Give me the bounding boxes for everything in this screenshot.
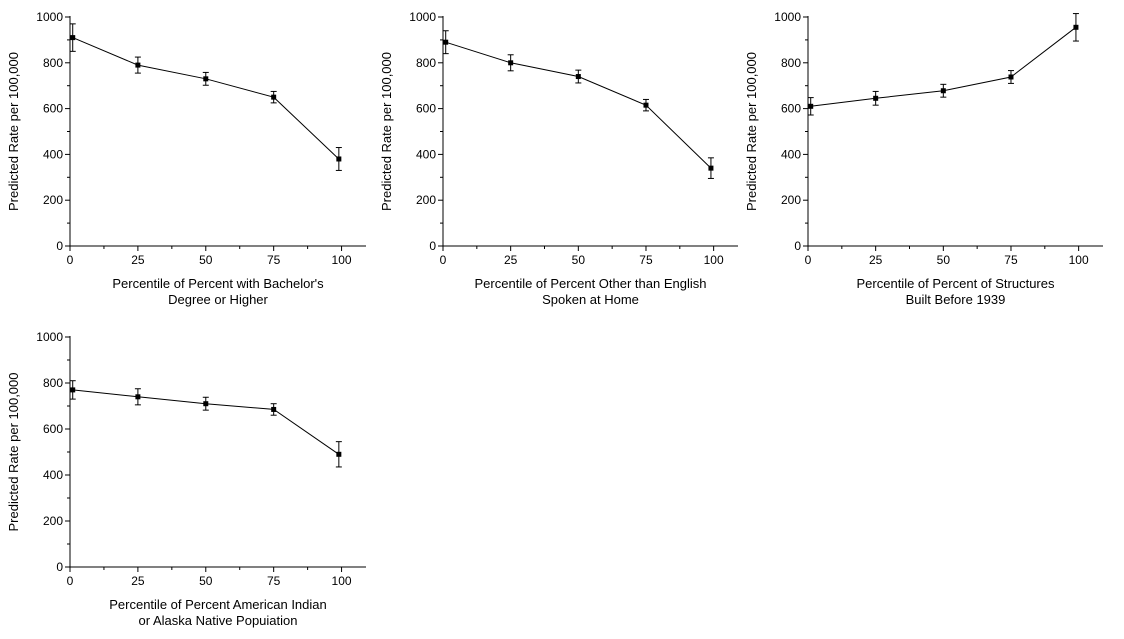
y-tick-label: 1000 bbox=[36, 330, 63, 344]
x-tick-label: 25 bbox=[869, 253, 883, 267]
x-tick-label: 75 bbox=[1004, 253, 1018, 267]
y-axis-title: Predicted Rate per 100,000 bbox=[6, 52, 21, 211]
y-tick-label: 400 bbox=[416, 147, 436, 161]
x-tick-label: 25 bbox=[131, 253, 145, 267]
data-point bbox=[708, 165, 714, 171]
x-axis-title-line: Percentile of Percent Other than English bbox=[475, 276, 707, 291]
data-point bbox=[336, 156, 342, 162]
data-point bbox=[808, 103, 814, 109]
x-axis-title-line: Percentile of Percent American Indian bbox=[109, 597, 327, 612]
x-axis-title-line: Degree or Higher bbox=[168, 292, 268, 307]
data-point bbox=[643, 102, 649, 108]
x-axis-title-line: Percentile of Percent with Bachelor's bbox=[112, 276, 324, 291]
y-tick-label: 1000 bbox=[36, 10, 63, 24]
series-line bbox=[72, 37, 340, 160]
data-point bbox=[873, 95, 879, 101]
data-point bbox=[508, 60, 514, 66]
chart-panel-american-indian-alaska-native: 0 200 400 600 800 1000 0 25 50 75 100 Predicted Rat… bbox=[6, 330, 366, 628]
chart-panel-other-than-english: 0 200 400 600 800 1000 0 25 50 75 100 Predicted Rat… bbox=[379, 10, 738, 307]
y-tick-label: 600 bbox=[781, 102, 801, 116]
y-tick-label: 400 bbox=[781, 147, 801, 161]
data-point bbox=[203, 76, 209, 82]
data-point bbox=[443, 39, 449, 45]
y-tick-label: 1000 bbox=[774, 10, 801, 24]
y-axis-title: Predicted Rate per 100,000 bbox=[379, 52, 394, 211]
data-point bbox=[575, 74, 581, 80]
data-point bbox=[1073, 24, 1079, 30]
data-point bbox=[271, 406, 277, 412]
data-point bbox=[70, 387, 76, 393]
y-tick-label: 0 bbox=[794, 239, 801, 253]
data-point bbox=[336, 451, 342, 457]
x-tick-label: 25 bbox=[504, 253, 518, 267]
x-tick-label: 50 bbox=[572, 253, 586, 267]
x-tick-label: 100 bbox=[1069, 253, 1089, 267]
y-tick-label: 200 bbox=[781, 193, 801, 207]
x-tick-label: 100 bbox=[332, 574, 352, 588]
y-tick-label: 400 bbox=[43, 147, 63, 161]
chart-panel-bachelors-degree: 0 200 400 600 800 1000 0 25 50 75 100 Predicted Rat… bbox=[6, 10, 366, 307]
data-point bbox=[135, 62, 141, 68]
data-point bbox=[70, 35, 76, 41]
x-tick-label: 0 bbox=[67, 574, 74, 588]
y-tick-label: 0 bbox=[56, 560, 63, 574]
y-axis-title: Predicted Rate per 100,000 bbox=[744, 52, 759, 211]
y-axis-title: Predicted Rate per 100,000 bbox=[6, 373, 21, 532]
y-tick-label: 800 bbox=[43, 376, 63, 390]
x-tick-label: 50 bbox=[199, 253, 213, 267]
y-tick-label: 800 bbox=[781, 56, 801, 70]
x-axis-title-line: or Alaska Native Popuiation bbox=[139, 613, 298, 628]
y-tick-label: 200 bbox=[43, 514, 63, 528]
series-line bbox=[445, 41, 712, 169]
x-tick-label: 75 bbox=[267, 574, 281, 588]
y-tick-label: 400 bbox=[43, 468, 63, 482]
y-tick-label: 600 bbox=[43, 102, 63, 116]
x-tick-label: 50 bbox=[937, 253, 951, 267]
data-point bbox=[135, 394, 141, 400]
data-point bbox=[1008, 74, 1014, 80]
x-tick-label: 0 bbox=[67, 253, 74, 267]
data-point bbox=[203, 401, 209, 407]
x-tick-label: 25 bbox=[131, 574, 145, 588]
x-tick-label: 0 bbox=[440, 253, 447, 267]
y-tick-label: 200 bbox=[43, 193, 63, 207]
y-tick-label: 600 bbox=[43, 422, 63, 436]
x-tick-label: 0 bbox=[805, 253, 812, 267]
y-tick-label: 1000 bbox=[409, 10, 436, 24]
y-tick-label: 800 bbox=[43, 56, 63, 70]
y-tick-label: 600 bbox=[416, 102, 436, 116]
x-axis-title-line: Spoken at Home bbox=[542, 292, 639, 307]
x-axis-title-line: Percentile of Percent of Structures bbox=[857, 276, 1055, 291]
chart-panel-structures-before-1939: 0 200 400 600 800 1000 0 25 50 75 100 Predicted Rat… bbox=[744, 10, 1103, 307]
y-tick-label: 0 bbox=[56, 239, 63, 253]
x-axis-title-line: Built Before 1939 bbox=[906, 292, 1006, 307]
x-tick-label: 50 bbox=[199, 574, 213, 588]
y-tick-label: 200 bbox=[416, 193, 436, 207]
x-tick-label: 100 bbox=[332, 253, 352, 267]
x-tick-label: 100 bbox=[704, 253, 724, 267]
x-tick-label: 75 bbox=[639, 253, 653, 267]
x-tick-label: 75 bbox=[267, 253, 281, 267]
data-point bbox=[271, 94, 277, 100]
y-tick-label: 0 bbox=[429, 239, 436, 253]
data-point bbox=[940, 88, 946, 94]
y-tick-label: 800 bbox=[416, 56, 436, 70]
